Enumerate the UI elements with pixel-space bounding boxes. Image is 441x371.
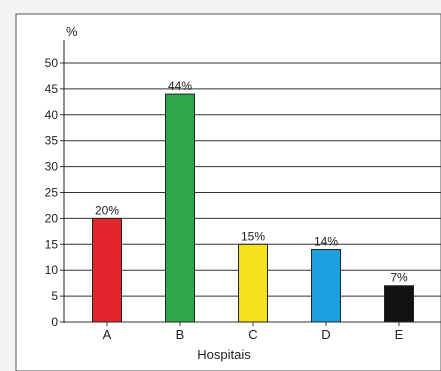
y-tick-labels: 0 5 10 15 20 25 30 35 40 45 50 [45, 56, 59, 329]
x-category-label-C: C [248, 327, 257, 342]
y-tick-label-35: 35 [45, 134, 59, 148]
x-category-label-A: A [103, 327, 112, 342]
y-tick-label-20: 20 [45, 211, 59, 225]
bar-C [238, 243, 268, 323]
x-category-labels: A B C D E [103, 322, 404, 342]
y-tick-label-40: 40 [45, 108, 59, 122]
y-tick-label-5: 5 [51, 289, 58, 303]
y-tick-label-45: 45 [45, 82, 59, 96]
y-tick-label-50: 50 [45, 56, 59, 70]
y-tick-label-15: 15 [45, 237, 59, 251]
y-tick-label-25: 25 [45, 186, 59, 200]
bar-E [384, 285, 414, 323]
y-tick-label-0: 0 [51, 315, 58, 329]
data-label-D: 14% [314, 234, 338, 248]
data-label-C: 15% [241, 229, 265, 243]
bar-B [165, 93, 195, 323]
y-tick-label-30: 30 [45, 160, 59, 174]
x-category-label-D: D [321, 327, 330, 342]
x-axis-title: Hospitais [197, 347, 251, 362]
bar-A [92, 217, 122, 323]
data-label-A: 20% [95, 203, 119, 217]
data-label-E: 7% [390, 271, 408, 285]
bar-D [311, 248, 341, 323]
y-tick-label-10: 10 [45, 263, 59, 277]
x-category-label-B: B [176, 327, 185, 342]
bars [92, 93, 414, 323]
y-axis-title: % [66, 24, 78, 39]
x-category-label-E: E [395, 327, 404, 342]
data-labels: 20% 44% 15% 14% 7% [95, 79, 408, 285]
data-label-B: 44% [168, 79, 192, 93]
